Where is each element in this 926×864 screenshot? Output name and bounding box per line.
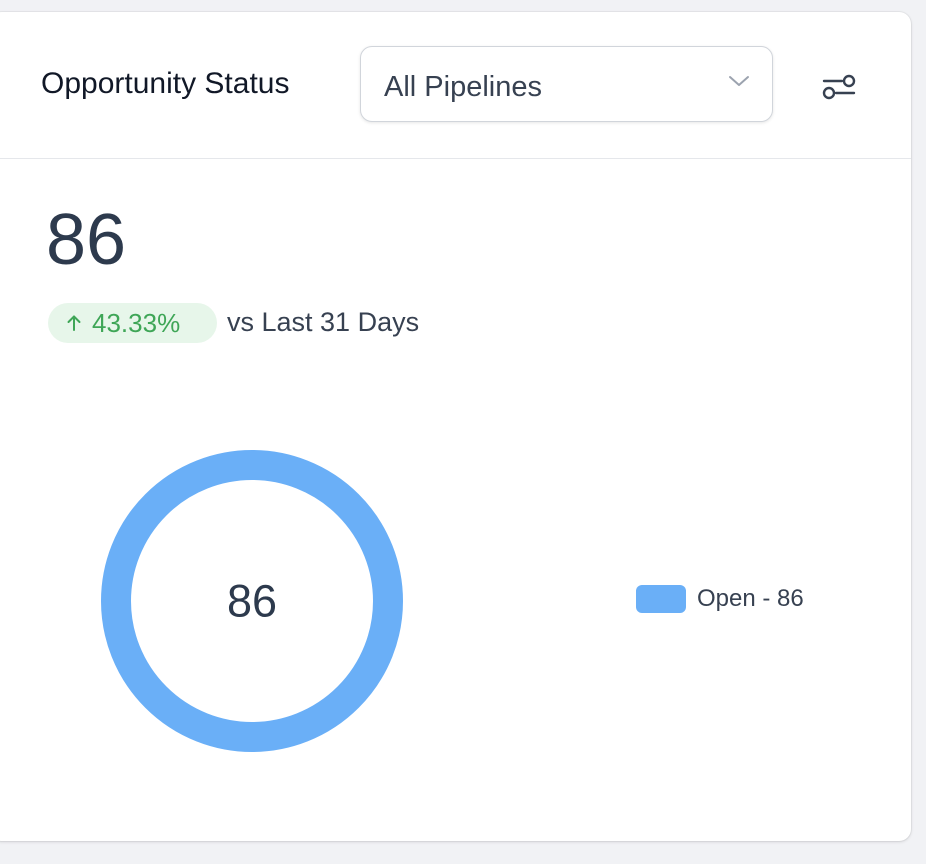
- status-donut-chart: 86: [101, 450, 403, 752]
- legend-swatch-open: [636, 585, 686, 613]
- chart-legend: Open - 86: [636, 585, 804, 613]
- opportunity-status-card: Opportunity Status All Pipelines 86 43.3…: [0, 12, 911, 841]
- donut-center-label: 86: [227, 576, 277, 627]
- pipeline-select-value: All Pipelines: [384, 71, 542, 103]
- pipeline-select[interactable]: All Pipelines: [360, 46, 773, 122]
- total-count: 86: [46, 200, 127, 280]
- filter-sliders-icon[interactable]: [820, 70, 860, 104]
- chevron-down-icon: [729, 76, 749, 86]
- change-percent: 43.33%: [92, 307, 181, 338]
- change-badge: 43.33%: [48, 303, 217, 343]
- card-header: Opportunity Status All Pipelines: [0, 12, 911, 159]
- donut-slice-open[interactable]: [101, 450, 403, 752]
- card-title: Opportunity Status: [41, 67, 290, 100]
- comparison-label: vs Last 31 Days: [227, 307, 420, 337]
- legend-label-open: Open - 86: [697, 585, 804, 612]
- arrow-up-icon: [67, 315, 81, 331]
